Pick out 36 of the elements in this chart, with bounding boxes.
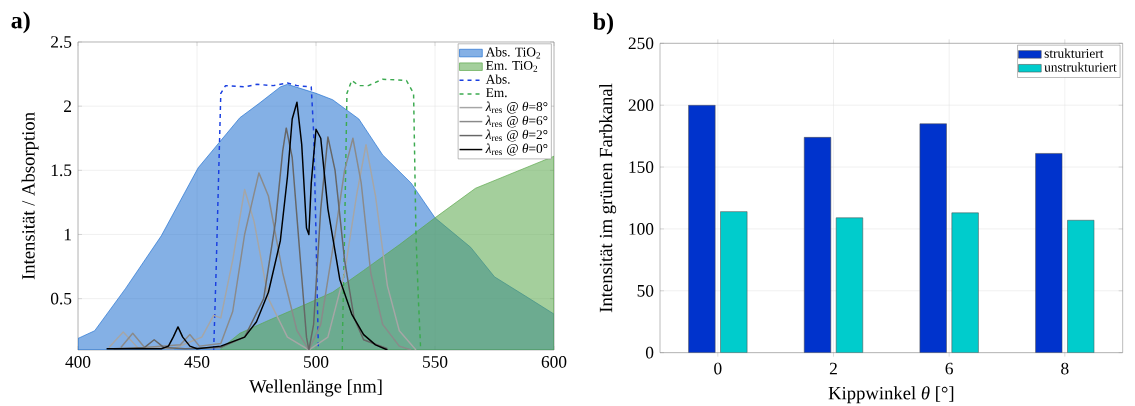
y-tick-label: 50	[637, 284, 654, 297]
x-tick-label: 0	[714, 362, 722, 375]
chart-title: a)	[11, 11, 30, 34]
legend-label: λ$_{res}$ @ θ=0°	[485, 143, 548, 156]
y-tick-label: 250	[628, 37, 654, 50]
y-tick-label: 0.5	[50, 292, 72, 305]
x-tick-label: 550	[423, 356, 448, 368]
y-tick-label: 100	[629, 223, 654, 235]
legend-label: unstrukturiert	[1044, 62, 1117, 72]
legend-label: λ$_{res}$ @ θ=2°	[485, 129, 548, 142]
legend-label: Em. TiO$_{2}$	[486, 60, 538, 72]
y-tick-label: 1.5	[51, 164, 72, 177]
y-tick-label: 1	[64, 228, 71, 241]
legend-label: strukturiert	[1044, 48, 1104, 58]
y-axis-title: Intensität / Absorption	[21, 112, 39, 280]
x-tick-label: 600	[541, 356, 567, 368]
legend-label: Abs. TiO$_{2}$	[485, 47, 541, 59]
y-tick-label: 0	[645, 346, 654, 359]
y-axis-title: Intensität im grünen Farbkanal	[599, 83, 617, 313]
y-tick-label: 150	[629, 161, 654, 173]
y-tick-label: 2.5	[51, 36, 72, 48]
x-tick-label: 6	[945, 362, 953, 375]
legend-label: Abs.	[485, 74, 510, 84]
y-tick-label: 2	[64, 100, 72, 112]
legend-label: λ$_{res}$ @ θ=8°	[485, 101, 548, 114]
x-tick-label: 400	[65, 356, 91, 368]
y-tick-label: 200	[628, 99, 654, 112]
legend-label: Em.	[486, 88, 507, 98]
x-tick-label: 500	[304, 356, 329, 368]
chart-title: b)	[593, 12, 613, 35]
x-tick-label: 2	[829, 362, 837, 375]
x-axis-title: Kippwinkel θ [°]	[828, 386, 954, 404]
x-tick-label: 8	[1061, 362, 1069, 375]
legend-label: λ$_{res}$ @ θ=6°	[485, 115, 548, 128]
x-axis-title: Wellenlänge [nm]	[249, 379, 382, 397]
x-tick-label: 450	[184, 356, 210, 368]
